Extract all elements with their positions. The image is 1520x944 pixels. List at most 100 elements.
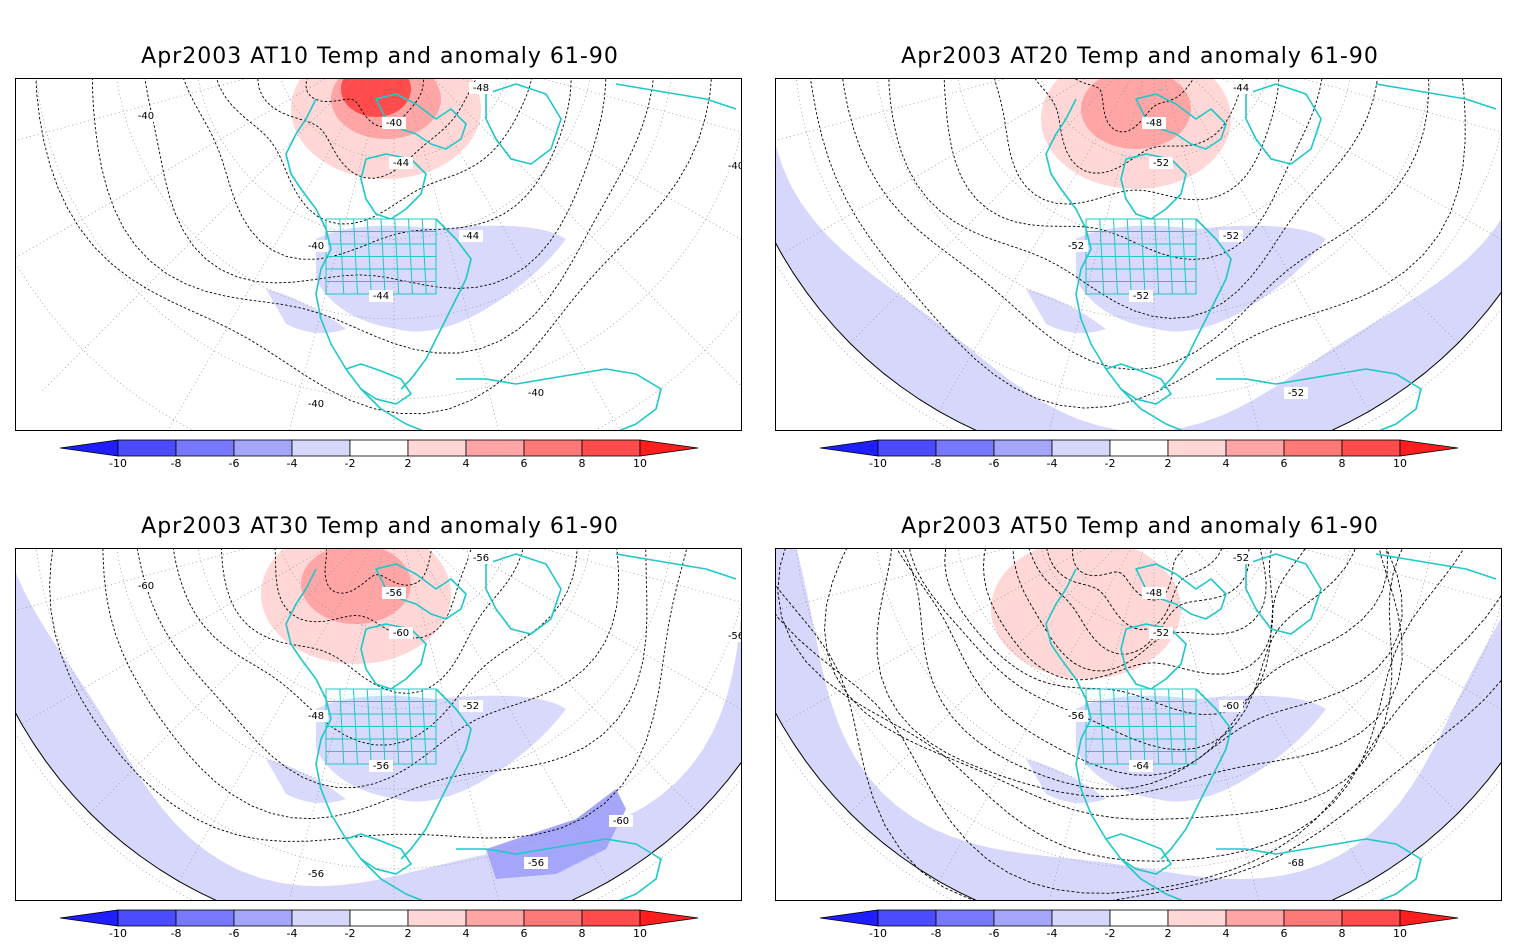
coastline — [400, 688, 472, 860]
contour-label: -40 — [308, 241, 324, 252]
contour-label-bg — [1142, 587, 1166, 599]
meridian — [433, 79, 741, 387]
warm-anomaly-mid — [1081, 79, 1191, 149]
colorbar-tick-label: 10 — [1393, 457, 1407, 470]
colorbar-tick-label: -2 — [345, 927, 356, 940]
isotherms — [810, 79, 1466, 409]
colorbar-tick-label: -10 — [109, 457, 127, 470]
coastline — [345, 363, 412, 405]
contour-label: -48 — [308, 711, 324, 722]
colorbar-tick-label: -2 — [1105, 927, 1116, 940]
colorbar-tick-label: -4 — [1047, 927, 1058, 940]
meridian — [433, 549, 699, 814]
contour-label-bg — [469, 82, 493, 94]
colorbar-tick-label: 8 — [1339, 927, 1346, 940]
contour-label-bg — [1142, 117, 1166, 129]
map-panel-at20: Apr2003 AT20 Temp and anomaly 61-90 -44-… — [760, 0, 1520, 470]
colorbar-tick-label: 2 — [1165, 457, 1172, 470]
isotherm — [274, 549, 472, 639]
contour-label-bg — [369, 290, 393, 302]
contour-label-bg — [1219, 700, 1243, 712]
isotherm — [1074, 79, 1194, 133]
colorbar-segment — [233, 439, 293, 457]
colorbar-segment — [175, 909, 235, 927]
coastline — [485, 83, 562, 165]
state-line — [380, 688, 386, 765]
outside-hemisphere — [16, 549, 741, 900]
coastline — [345, 833, 412, 875]
coastline — [485, 553, 562, 635]
coastline — [456, 838, 662, 900]
meridian — [776, 549, 1007, 611]
state-line — [394, 218, 400, 295]
colorbar-segment — [1051, 439, 1111, 457]
contour-label-bg — [1284, 857, 1308, 869]
contour-label-bg — [1149, 157, 1173, 169]
state-line — [394, 688, 400, 765]
map-frame: -48 -40 -44 -40 -44 -44 -40 -40 -40 -40 — [15, 78, 742, 431]
contour-label: -48 — [473, 83, 489, 94]
colorbar: -10 -8 -6 -4 -2 2 4 6 8 10 — [59, 906, 702, 940]
colorbar-tick-label: -8 — [931, 457, 942, 470]
meridian — [781, 549, 1086, 725]
meridian — [89, 549, 355, 814]
contour-label-bg — [1129, 760, 1153, 772]
isotherms — [49, 549, 688, 842]
coastline — [1245, 553, 1322, 635]
colorbar-segment — [349, 439, 409, 457]
colorbar-tick-label: -6 — [989, 927, 1000, 940]
state-line — [421, 688, 427, 765]
colorbar-segment — [233, 909, 293, 927]
colorbar-tick-label: -8 — [931, 927, 942, 940]
colorbar-tick-label: 10 — [633, 927, 647, 940]
colorbar-tick-label: -6 — [229, 457, 240, 470]
polar-map: -56 -56 -60 -48 -52 -56 -56 -56 -56 -60 -60 — [16, 549, 741, 900]
contour-label: -44 — [373, 291, 389, 302]
contour-label: -56 — [528, 858, 544, 869]
isotherm — [49, 549, 688, 842]
contour-label: -52 — [1153, 628, 1169, 639]
colorbar-tick-label: 6 — [521, 457, 528, 470]
strong-cold-anomaly — [486, 789, 626, 879]
map-panel-at30: Apr2003 AT30 Temp and anomaly 61-90 -56-… — [0, 470, 760, 940]
contour-label: -60 — [1223, 701, 1239, 712]
colorbar-tick-label: -6 — [989, 457, 1000, 470]
contour-label-bg — [134, 110, 158, 122]
contour-label: -60 — [138, 581, 154, 592]
colorbar-segment — [1283, 909, 1343, 927]
contour-label-bg — [134, 580, 158, 592]
contour-label: -68 — [1288, 858, 1304, 869]
contour-label-bg — [1064, 240, 1088, 252]
cold-anomaly-patch — [1076, 695, 1326, 802]
contour-label: -44 — [463, 231, 479, 242]
isotherm — [776, 595, 1501, 894]
colorbar-tick-label: 6 — [1281, 927, 1288, 940]
coastline — [1160, 688, 1232, 860]
contour-label: -52 — [1223, 231, 1239, 242]
cold-anomaly-patch — [1026, 759, 1106, 803]
colorbar-segment — [117, 909, 177, 927]
meridian — [167, 79, 372, 430]
map-frame: -44 -48 -52 -52 -52 -52 -52 — [775, 78, 1502, 431]
meridian — [781, 79, 1086, 255]
outside-hemisphere — [776, 549, 1501, 900]
colorbar-segment — [877, 439, 937, 457]
panel-title: Apr2003 AT50 Temp and anomaly 61-90 — [901, 514, 1379, 539]
colorbar-segment — [523, 439, 583, 457]
isotherm — [810, 79, 1466, 409]
state-line — [1168, 688, 1173, 765]
colorbar-svg: -10 -8 -6 -4 -2 2 4 6 8 10 — [819, 439, 1459, 470]
contour-label-bg — [724, 160, 741, 172]
meridian — [40, 79, 355, 393]
colorbar-tick-label: 8 — [579, 927, 586, 940]
isotherm — [776, 584, 1501, 900]
state-line — [1126, 218, 1132, 295]
isotherm — [35, 79, 712, 415]
state-line — [339, 688, 345, 765]
outside-hemisphere — [776, 79, 1501, 430]
state-line — [1099, 218, 1105, 295]
colorbar-tick-label: 4 — [463, 457, 470, 470]
contour-label-bg — [1064, 710, 1088, 722]
state-line — [380, 218, 386, 295]
colorbar-segment — [1283, 439, 1343, 457]
